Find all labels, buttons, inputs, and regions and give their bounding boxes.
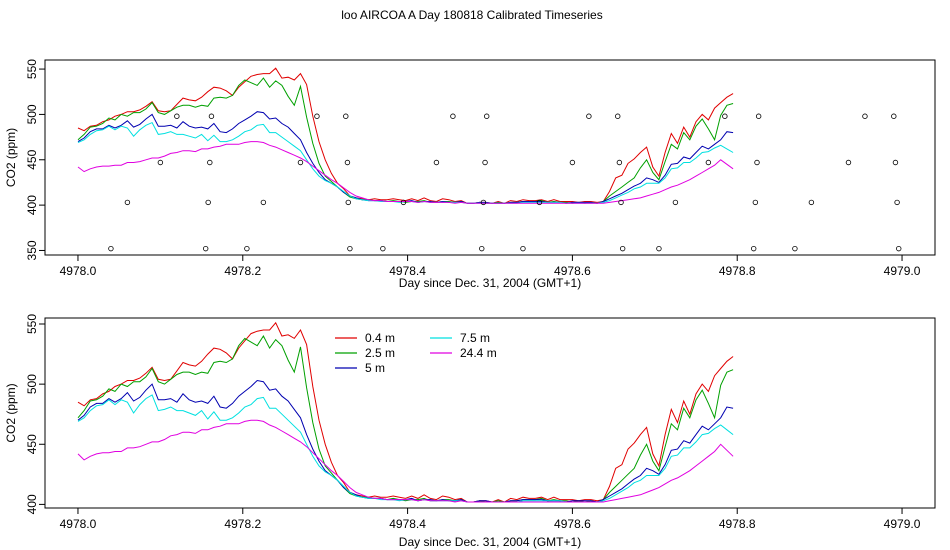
x-tick-label: 4978.2: [224, 517, 261, 531]
calibration-point: [569, 159, 576, 166]
calibration-point: [479, 245, 485, 252]
y-tick-label: 400: [25, 195, 39, 215]
y-axis-label: CO2 (ppm): [4, 383, 18, 442]
calibration-point: [656, 245, 662, 252]
series-line-5-m: [77, 379, 734, 503]
bottom-panel: 4978.0 4978.2 4978.4 4978.6 4978.8 4979.0 400 4…: [4, 314, 936, 549]
x-tick-label: 4979.0: [884, 517, 921, 531]
calibration-point: [433, 159, 440, 166]
calibration-point: [892, 159, 899, 166]
legend-entry: 24.4 m: [460, 346, 497, 360]
legend: 0.4 m2.5 m5 m 7.5 m24.4 m: [335, 331, 497, 375]
legend-entry: 7.5 m: [460, 331, 490, 345]
calibration-point: [722, 113, 728, 119]
series-line-7-5-m: [77, 121, 734, 204]
x-tick-label: 4979.0: [884, 264, 921, 278]
legend-entry: 0.4 m: [365, 331, 395, 345]
series-line-24-4-m: [77, 419, 734, 503]
calibration-point: [615, 113, 621, 119]
calibration-point: [297, 159, 304, 166]
calibration-point: [619, 245, 626, 252]
y-tick-label: 450: [25, 434, 39, 454]
series-line-7-5-m: [77, 394, 734, 503]
x-tick-label: 4978.6: [554, 264, 591, 278]
calibration-point: [484, 113, 490, 119]
calibration-point: [482, 159, 488, 166]
calibration-point: [862, 113, 868, 119]
calibration-point: [345, 199, 351, 206]
series-line-2-5-m: [77, 334, 734, 503]
calibration-point: [157, 159, 164, 166]
calibration-point: [174, 113, 180, 119]
calibration-point: [244, 245, 250, 252]
series-line-5-m: [77, 111, 734, 204]
calibration-point: [347, 245, 353, 252]
series-group: [77, 67, 902, 252]
calibration-point: [260, 199, 267, 206]
series-group: [77, 321, 734, 503]
calibration-point: [314, 113, 320, 119]
y-tick-label: 500: [25, 104, 39, 124]
calibration-point: [894, 199, 900, 206]
x-tick-label: 4978.4: [389, 517, 426, 531]
calibration-point: [108, 245, 114, 252]
x-tick-label: 4978.0: [60, 517, 97, 531]
calibration-point: [480, 199, 487, 206]
plot-frame: [44, 317, 936, 509]
calibration-point: [845, 159, 852, 166]
series-line-0-4-m: [77, 67, 734, 204]
calibration-point: [755, 113, 762, 119]
calibration-point: [380, 245, 386, 252]
calibration-point: [202, 245, 209, 252]
plot-frame: [44, 59, 936, 256]
y-tick-label: 400: [25, 494, 39, 514]
y-axis-label: CO2 (ppm): [4, 128, 18, 187]
calibration-point: [343, 113, 349, 119]
series-line-0-4-m: [77, 321, 734, 503]
calibration-point: [344, 159, 351, 166]
calibration-point: [891, 113, 897, 119]
calibration-point: [792, 245, 798, 252]
calibration-point: [586, 113, 592, 119]
y-tick-label: 450: [25, 149, 39, 169]
x-axis-label: Day since Dec. 31, 2004 (GMT+1): [399, 276, 581, 290]
calibration-point: [520, 245, 526, 252]
calibration-point: [618, 199, 624, 206]
calibration-point: [536, 199, 543, 206]
calibration-point: [450, 113, 456, 119]
y-tick-label: 550: [25, 314, 39, 334]
y-tick-label: 500: [25, 374, 39, 394]
legend-entry: 2.5 m: [365, 346, 395, 360]
x-tick-label: 4978.8: [719, 517, 756, 531]
calibration-point: [616, 159, 623, 166]
series-line-2-5-m: [77, 77, 734, 204]
calibration-point: [751, 245, 757, 252]
calibration-point: [896, 245, 902, 252]
calibration-point: [752, 199, 759, 206]
x-axis-label: Day since Dec. 31, 2004 (GMT+1): [399, 535, 581, 549]
calibration-point: [208, 113, 215, 119]
calibration-point: [400, 199, 407, 206]
y-tick-label: 550: [25, 59, 39, 79]
x-tick-label: 4978.8: [719, 264, 756, 278]
x-tick-label: 4978.4: [389, 264, 426, 278]
y-tick-label: 350: [25, 240, 39, 260]
x-tick-label: 4978.0: [60, 264, 97, 278]
top-panel: 4978.0 4978.2 4978.4 4978.6 4978.8 4979.0 350 4…: [4, 59, 936, 290]
calibration-point: [705, 159, 712, 166]
calibration-point: [808, 199, 815, 206]
legend-entry: 5 m: [365, 361, 385, 375]
calibration-point: [205, 199, 211, 206]
calibration-point: [672, 199, 679, 206]
calibration-point: [207, 159, 213, 166]
x-tick-label: 4978.6: [554, 517, 591, 531]
x-tick-label: 4978.2: [224, 264, 261, 278]
page-title: loo AIRCOA A Day 180818 Calibrated Times…: [341, 8, 602, 22]
calibration-point: [754, 159, 760, 166]
series-line-24-4-m: [77, 141, 734, 204]
calibration-point: [124, 199, 131, 206]
